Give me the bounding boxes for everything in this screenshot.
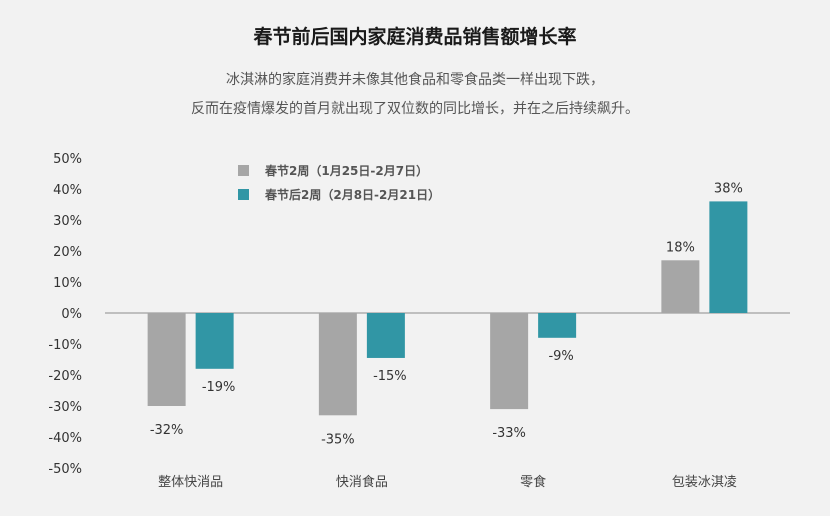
legend: 春节2周（1月25日-2月7日） 春节后2周（2月8日-2月21日）	[238, 163, 440, 202]
bar-series-2	[366, 313, 405, 358]
data-label: -33%	[492, 426, 526, 441]
data-label: -15%	[373, 369, 407, 384]
data-label: -9%	[548, 349, 573, 364]
x-category-label: 零食	[520, 474, 546, 490]
bar-series-1	[147, 313, 186, 406]
data-label: 38%	[714, 181, 743, 196]
data-label: -35%	[321, 432, 355, 447]
legend-swatch	[238, 189, 249, 200]
y-tick-label: -50%	[48, 462, 82, 477]
data-labels-group: -32% -19% -35% -15% -33% -9% 18% 38%	[150, 181, 743, 447]
y-tick-label: -10%	[48, 338, 82, 353]
legend-label: 春节2周（1月25日-2月7日）	[264, 163, 428, 178]
data-label: -32%	[150, 423, 184, 438]
y-tick-label: -30%	[48, 400, 82, 415]
bar-series-1	[490, 313, 529, 410]
legend-label: 春节后2周（2月8日-2月21日）	[264, 187, 440, 202]
bar-series-2	[538, 313, 577, 338]
chart-subtitle-line-1: 冰淇淋的家庭消费并未像其他食品和零食品类一样出现下跌，	[226, 71, 604, 88]
y-tick-label: 40%	[53, 183, 82, 198]
y-tick-label: 0%	[61, 307, 82, 322]
bar-series-1	[318, 313, 357, 416]
y-tick-label: 10%	[53, 276, 82, 291]
chart-title: 春节前后国内家庭消费品销售额增长率	[253, 25, 576, 48]
y-tick-label: 30%	[53, 214, 82, 229]
x-category-label: 整体快消品	[158, 475, 223, 490]
legend-swatch	[238, 165, 249, 176]
bars-group	[147, 201, 748, 416]
y-tick-label: 50%	[53, 152, 82, 167]
bar-series-2	[709, 201, 748, 313]
y-tick-label: -40%	[48, 431, 82, 446]
x-category-label: 快消食品	[336, 474, 388, 490]
data-label: -19%	[202, 380, 236, 395]
y-axis: 50% 40% 30% 20% 10% 0% -10% -20% -30% -40% -50%	[48, 152, 82, 477]
data-label: 18%	[666, 240, 695, 255]
y-tick-label: -20%	[48, 369, 82, 384]
y-tick-label: 20%	[53, 245, 82, 260]
bar-series-2	[195, 313, 234, 369]
x-category-label: 包装冰淇凌	[672, 475, 737, 490]
bar-series-1	[661, 260, 700, 313]
x-axis-categories: 整体快消品 快消食品 零食 包装冰淇凌	[158, 474, 737, 490]
chart-subtitle-line-2: 反而在疫情爆发的首月就出现了双位数的同比增长，并在之后持续飙升。	[191, 100, 639, 117]
